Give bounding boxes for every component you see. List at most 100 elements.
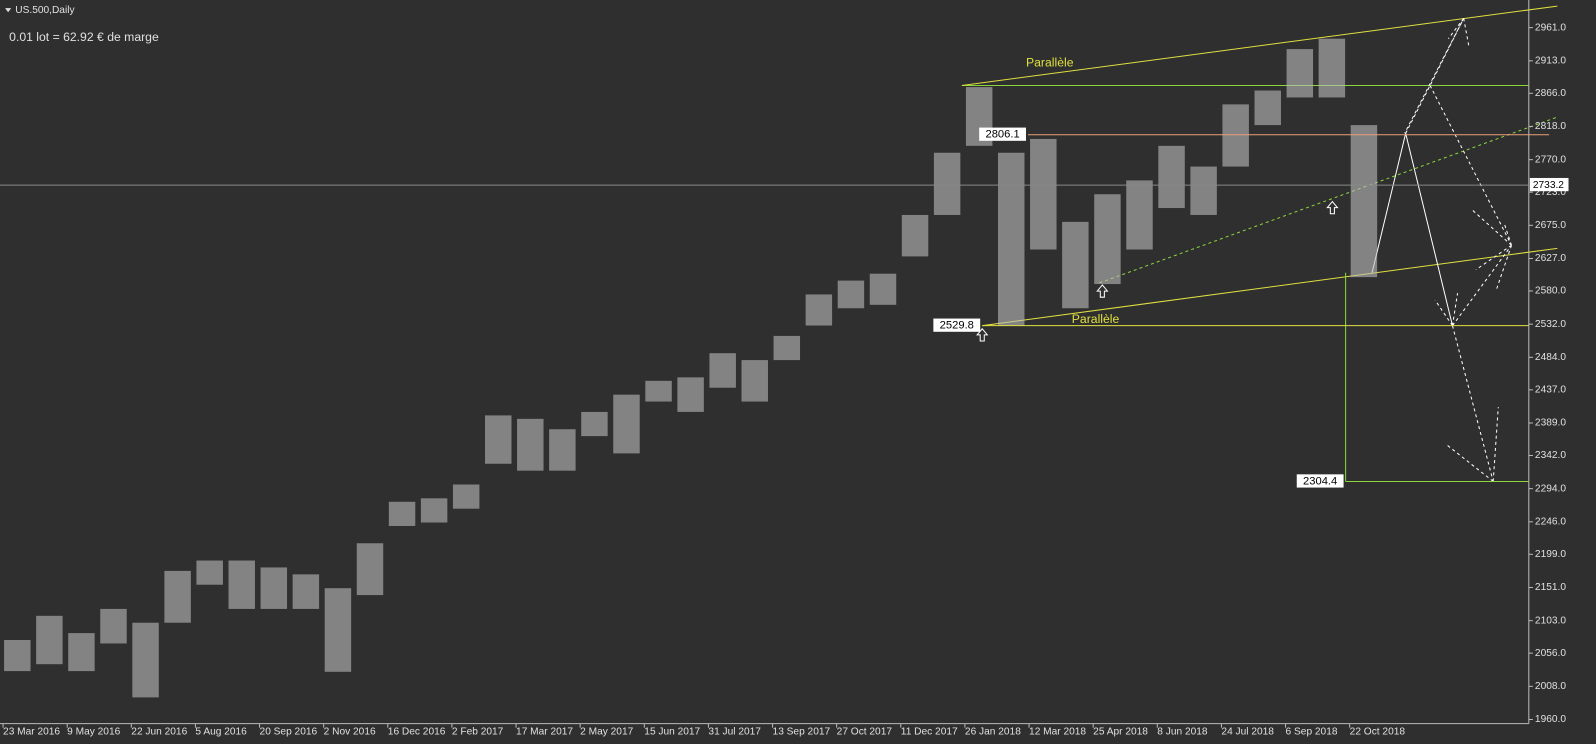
price-bar (4, 640, 31, 672)
price-bar (228, 560, 255, 609)
level-box (979, 127, 1026, 141)
price-bar (805, 294, 833, 326)
price-bar (998, 152, 1025, 326)
x-tick-label: 13 Sep 2017 (773, 726, 831, 737)
price-bar (1126, 180, 1153, 250)
price-bar (1158, 145, 1185, 209)
price-bar (1254, 90, 1281, 126)
level-box (933, 318, 981, 332)
current-price-box (1529, 177, 1569, 192)
x-tick-label: 2 Nov 2016 (324, 726, 376, 737)
price-bar (132, 622, 159, 698)
x-tick-label: 16 Dec 2016 (388, 726, 446, 737)
price-bar (773, 335, 801, 361)
x-tick-label: 9 May 2016 (67, 726, 120, 737)
y-tick-label: 2627.0 (1535, 253, 1566, 264)
channel-label: Parallèle (1026, 55, 1074, 69)
y-tick-label: 2294.0 (1535, 483, 1566, 494)
x-tick-label: 17 Mar 2017 (516, 726, 573, 737)
up-arrow (1096, 284, 1109, 298)
price-bar (1094, 194, 1121, 285)
channel-top (961, 5, 1558, 86)
level-label: 2529.8 (940, 320, 974, 332)
x-tick-label: 22 Oct 2018 (1350, 726, 1406, 737)
y-tick-label: 2532.0 (1535, 319, 1566, 330)
x-tick-label: 25 Apr 2018 (1093, 726, 1148, 737)
x-tick-label: 20 Sep 2016 (260, 726, 318, 737)
y-tick-label: 2675.0 (1535, 220, 1566, 231)
price-bar (869, 273, 897, 305)
price-bar (420, 498, 448, 523)
level-label: 2304.4 (1303, 475, 1337, 487)
price-bar (1062, 221, 1089, 309)
price-bar (709, 353, 736, 388)
x-tick-label: 22 Jun 2016 (131, 726, 187, 737)
price-bar (356, 543, 384, 596)
y-tick-label: 2103.0 (1535, 615, 1566, 626)
price-bar (1190, 166, 1217, 215)
x-tick-label: 24 Jul 2018 (1221, 726, 1274, 737)
price-bar (164, 570, 191, 623)
price-bar (933, 152, 961, 215)
y-tick-label: 2437.0 (1535, 385, 1566, 396)
projection-arrows (1404, 18, 1513, 482)
up-arrow (976, 327, 989, 342)
y-tick-label: 2723.0 (1535, 187, 1566, 198)
y-tick-label: 2246.0 (1535, 517, 1566, 528)
y-tick-label: 1960.0 (1535, 714, 1566, 725)
price-bar (36, 615, 63, 665)
symbol-title: US.500,Daily (15, 5, 75, 16)
y-tick-label: 2199.0 (1535, 549, 1566, 560)
y-tick-label: 2342.0 (1535, 450, 1566, 461)
x-tick-label: 2 May 2017 (580, 726, 633, 737)
x-tick-label: 5 Aug 2016 (195, 726, 247, 737)
x-tick-label: 23 Mar 2016 (3, 726, 60, 737)
y-tick-label: 2389.0 (1535, 418, 1566, 429)
x-tick-label: 27 Oct 2017 (837, 726, 893, 737)
price-bar (549, 429, 576, 471)
y-tick-label: 2580.0 (1535, 286, 1566, 297)
y-tick-label: 2056.0 (1535, 648, 1566, 659)
price-bar (1286, 49, 1314, 98)
x-tick-label: 6 Sep 2018 (1286, 726, 1338, 737)
price-bar (901, 214, 929, 257)
y-tick-label: 2961.0 (1535, 22, 1566, 33)
price-bar (68, 633, 95, 672)
price-bar (741, 360, 768, 402)
y-tick-label: 2866.0 (1535, 88, 1566, 99)
price-bar (1222, 104, 1249, 167)
y-tick-label: 2151.0 (1535, 582, 1566, 593)
price-bar (1030, 138, 1057, 250)
y-tick-label: 2008.0 (1535, 681, 1566, 692)
y-tick-label: 2818.0 (1535, 121, 1566, 132)
x-tick-label: 11 Dec 2017 (901, 726, 958, 737)
x-tick-label: 31 Jul 2017 (708, 726, 761, 737)
channel-label: Parallèle (1072, 312, 1120, 326)
x-tick-label: 15 Jun 2017 (644, 726, 700, 737)
x-tick-label: 2 Feb 2017 (452, 726, 504, 737)
x-tick-label: 8 Jun 2018 (1157, 726, 1208, 737)
trend-dashed (1099, 116, 1558, 284)
x-tick-label: 26 Jan 2018 (965, 726, 1021, 737)
price-bar (613, 394, 640, 454)
level-box (1296, 474, 1344, 488)
y-tick-label: 2913.0 (1535, 56, 1566, 67)
price-bar (100, 608, 127, 644)
price-bar (196, 560, 223, 585)
menu-arrow[interactable] (5, 8, 12, 13)
current-price-label: 2733.2 (1533, 180, 1564, 191)
price-bar (260, 567, 288, 609)
margin-note: 0.01 lot = 62.92 € de marge (9, 30, 159, 44)
x-tick-label: 12 Mar 2018 (1029, 726, 1086, 737)
up-arrow (1326, 200, 1339, 215)
price-bar (324, 588, 352, 672)
level-label: 2806.1 (985, 129, 1019, 141)
price-bar (1350, 125, 1378, 278)
price-bar (645, 380, 672, 402)
price-bar (677, 377, 704, 412)
price-bar (1318, 38, 1346, 98)
price-bar (292, 574, 320, 609)
y-tick-label: 2770.0 (1535, 154, 1566, 165)
